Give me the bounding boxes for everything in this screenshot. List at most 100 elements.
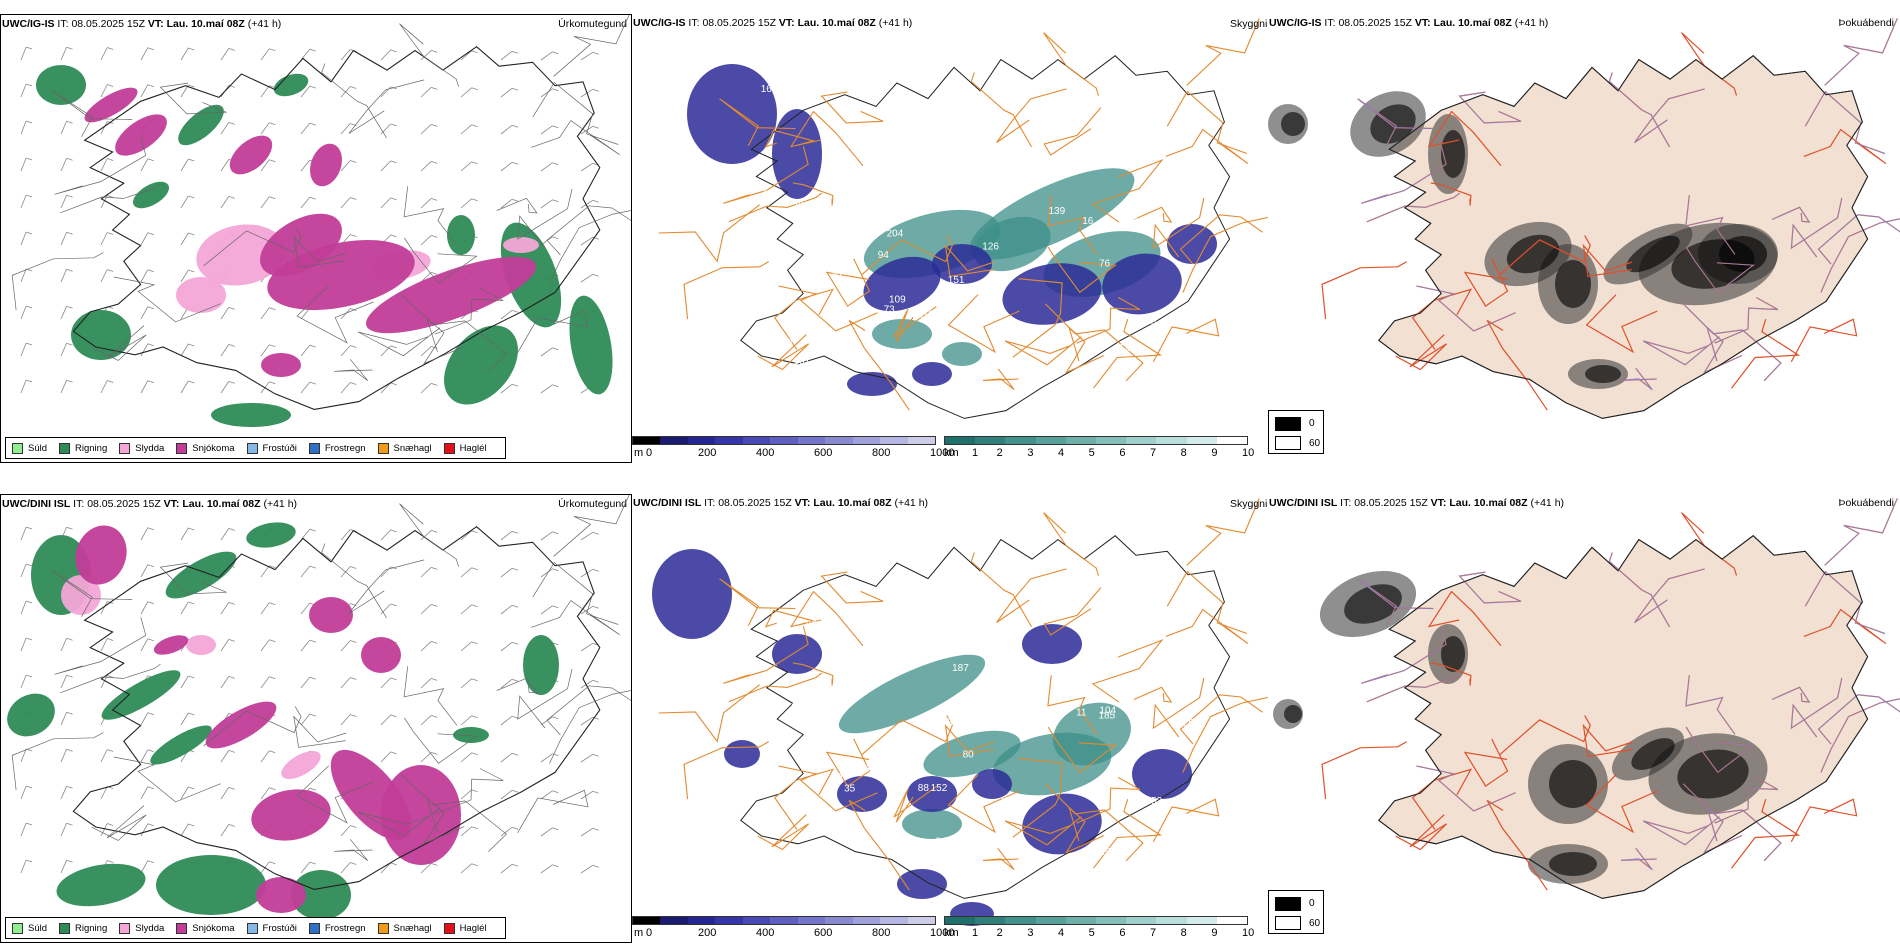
precip-panel-bottom: UWC/DINI ISL IT: 08.05.2025 15Z VT: Lau.… — [0, 494, 632, 943]
cloud-map: 151 139 168 76 25 12 96 94 73 16 123 87 167 153 204 161… — [658, 18, 1268, 419]
cloud-base-value: 65 — [795, 199, 807, 210]
colorbar-tick: 0 — [646, 447, 653, 459]
fog-legend: 0 60 — [1268, 410, 1324, 454]
cloud-base-value: 565 — [1182, 604, 1199, 615]
legend-swatch — [12, 922, 23, 934]
legend-label: Snæhagl — [393, 442, 432, 454]
colorbar-tick: 3 — [1027, 447, 1034, 459]
cloud-base-value: 19 — [831, 772, 843, 783]
visibility-label: Skyggni — [1230, 18, 1268, 30]
fog-map — [1273, 498, 1900, 899]
cloud-base-value: 153 — [1099, 847, 1116, 858]
colorbar-tick: 600 — [814, 927, 833, 939]
precip-legend: Súld Rigning Slydda Snjókoma Frostúði Frostre… — [5, 437, 506, 459]
cloud-base-value: 187 — [952, 663, 969, 674]
legend-item-2: Slydda — [119, 442, 164, 454]
cloud-base-value: 101 — [903, 858, 920, 869]
legend-item-6: Snæhagl — [377, 442, 432, 454]
panel-type-label: Þokuábendi — [1838, 497, 1894, 509]
cloud-base-value: 87 — [990, 90, 1002, 101]
cloud-base-value: 18 — [896, 360, 908, 371]
legend-item-5: Frostregn — [308, 922, 366, 934]
legend-swatch — [119, 442, 131, 454]
cloud-base-unit: m — [634, 927, 644, 939]
fog-panel-bottom: UWC/DINI ISL IT: 08.05.2025 15Z VT: Lau.… — [1268, 494, 1900, 943]
cloud-base-value: 104 — [1099, 706, 1116, 717]
legend-swatch — [246, 442, 258, 454]
panel-title: UWC/IG-IS IT: 08.05.2025 15Z VT: Lau. 10… — [633, 17, 913, 29]
legend-label: Frostregn — [324, 442, 366, 454]
cloud-base-value: 192 — [1010, 693, 1027, 704]
cloud-base-value: 204 — [887, 228, 904, 239]
colorbar-tick: 400 — [756, 447, 775, 459]
legend-label: Haglél — [459, 442, 487, 454]
legend-label: Snjókoma — [192, 922, 235, 934]
legend-item-3: Snjókoma — [176, 922, 235, 934]
cloud-base-value: 139 — [838, 206, 855, 217]
legend-item-3: Snjókoma — [176, 442, 235, 454]
visibility-unit: km — [944, 927, 959, 939]
fog-panel-top: UWC/IG-IS IT: 08.05.2025 15Z VT: Lau. 10… — [1268, 14, 1900, 463]
cloud-base-unit: m — [634, 447, 644, 459]
colorbar-tick: 800 — [872, 927, 891, 939]
colorbar-tick: 5 — [1088, 927, 1095, 939]
colorbar-tick: 6 — [1119, 447, 1126, 459]
cloud-base-value: 65 — [1138, 577, 1150, 588]
colorbar-tick: 10 — [1242, 447, 1255, 459]
colorbar-tick: 7 — [1150, 447, 1157, 459]
legend-label: Frostúði — [262, 442, 297, 454]
colorbar-tick: 200 — [698, 927, 717, 939]
legend-label: Súld — [28, 922, 48, 934]
colorbar-tick: 8 — [1180, 927, 1187, 939]
legend-item-4: Frostúði — [246, 442, 297, 454]
legend-swatch — [308, 442, 320, 454]
visibility-unit: km — [944, 447, 959, 459]
legend-item-1: Rigning — [59, 442, 107, 454]
cloud-base-value: 82 — [806, 620, 818, 631]
legend-label: Frostregn — [324, 922, 366, 934]
cloud-base-value: 16 — [1082, 216, 1094, 227]
cloud-base-colorbar — [632, 436, 936, 445]
cloud-base-value: 107 — [793, 356, 810, 367]
visibility-colorbar — [944, 916, 1248, 925]
cloud-base-value: 858 — [947, 718, 964, 729]
cloud-base-value: 120 — [1010, 798, 1027, 809]
legend-item-0: Súld — [12, 442, 47, 454]
panel-title: UWC/DINI ISL IT: 08.05.2025 15Z VT: Lau.… — [1269, 497, 1565, 509]
cloud-base-value: 73 — [884, 304, 896, 315]
legend-swatch — [377, 442, 389, 454]
fog-map — [1268, 18, 1900, 419]
cloud-panel-top: UWC/IG-IS IT: 08.05.2025 15Z VT: Lau. 10… — [632, 14, 1268, 463]
cloud-base-value: 64 — [763, 189, 775, 200]
legend-item-4: Frostúði — [246, 922, 297, 934]
cloud-base-value: 126 — [982, 241, 999, 252]
colorbar-tick: 9 — [1211, 927, 1218, 939]
cloud-base-value: 88 — [918, 783, 930, 794]
cloud-base-value: 82 — [1159, 650, 1171, 661]
fog-legend-label-0: 0 — [1309, 898, 1315, 909]
cloud-base-value: 345 — [1188, 186, 1205, 197]
legend-swatch — [443, 922, 455, 934]
colorbar-tick: 9 — [1211, 447, 1218, 459]
fog-legend-swatch-0 — [1275, 897, 1301, 911]
cloud-base-value: 161 — [1048, 340, 1065, 351]
fog-legend-label-0: 0 — [1309, 418, 1315, 429]
fog-legend-label-60: 60 — [1309, 438, 1321, 449]
cloud-base-value: 167 — [761, 84, 778, 95]
colorbar-tick: 5 — [1088, 447, 1095, 459]
panel-title: UWC/DINI ISL IT: 08.05.2025 15Z VT: Lau.… — [633, 497, 929, 509]
colorbar-tick: 3 — [1027, 927, 1034, 939]
legend-item-6: Snæhagl — [377, 922, 432, 934]
cloud-base-value: 77 — [1128, 390, 1140, 401]
cloud-base-value: 109 — [889, 295, 906, 306]
colorbar-tick: 4 — [1058, 927, 1065, 939]
legend-item-0: Súld — [12, 922, 48, 934]
cloud-base-value: 152 — [931, 783, 948, 794]
cloud-base-value: 25 — [1141, 389, 1153, 400]
cloud-base-value: 178 — [776, 338, 793, 349]
fog-legend-swatch-60 — [1275, 436, 1301, 450]
colorbar-tick: 10 — [1242, 927, 1255, 939]
legend-swatch — [443, 442, 455, 454]
cloud-base-value: 38 — [831, 268, 843, 279]
cloud-base-value: 112 — [769, 342, 785, 353]
